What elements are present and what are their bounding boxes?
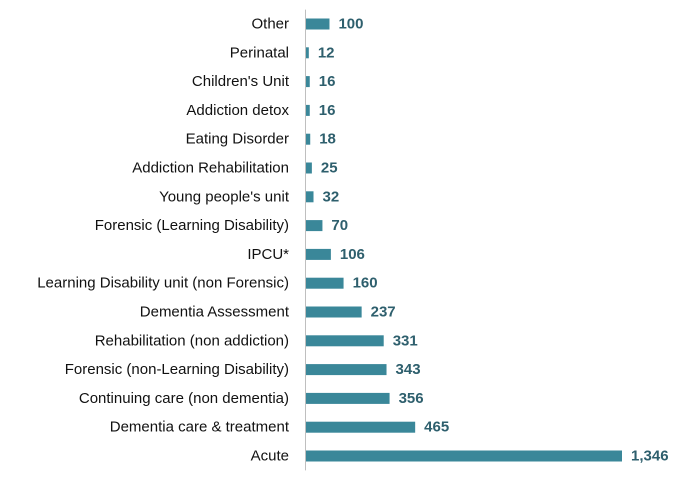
value-label: 70 (331, 217, 348, 234)
category-label: Eating Disorder (186, 131, 289, 148)
bar (306, 162, 312, 174)
category-labels: Other Perinatal Children's Unit Addiction d… (37, 16, 290, 465)
category-label: Young people's unit (159, 188, 290, 205)
bar (306, 450, 622, 462)
category-label: Other (251, 16, 289, 33)
value-label: 18 (319, 131, 336, 148)
value-label: 16 (319, 102, 336, 119)
bar (306, 392, 390, 404)
category-label: Forensic (non-Learning Disability) (65, 361, 289, 378)
value-label: 16 (319, 73, 336, 90)
bar (306, 133, 311, 145)
category-label: Children's Unit (192, 73, 290, 90)
value-label: 237 (371, 304, 396, 321)
category-label: Perinatal (230, 44, 289, 61)
bar (306, 277, 344, 289)
bar (306, 104, 310, 116)
value-label: 160 (353, 275, 378, 292)
value-label: 343 (396, 361, 421, 378)
bar (306, 306, 362, 318)
bar (306, 47, 309, 59)
value-label: 331 (393, 332, 418, 349)
value-label: 106 (340, 246, 365, 263)
category-label: Dementia Assessment (140, 304, 290, 321)
category-label: Continuing care (non dementia) (79, 390, 289, 407)
bar (306, 335, 384, 347)
bar (306, 18, 330, 30)
category-label: Rehabilitation (non addiction) (95, 332, 289, 349)
category-label: Dementia care & treatment (110, 419, 290, 436)
category-label: IPCU* (247, 246, 289, 263)
category-label: Forensic (Learning Disability) (95, 217, 289, 234)
bar (306, 220, 323, 232)
bars (306, 18, 622, 462)
value-label: 100 (338, 16, 363, 33)
category-label: Learning Disability unit (non Forensic) (37, 275, 289, 292)
bar (306, 191, 314, 203)
value-label: 1,346 (631, 448, 669, 465)
value-label: 465 (424, 419, 449, 436)
bar (306, 364, 387, 376)
bar (306, 248, 331, 260)
category-label: Acute (251, 448, 289, 465)
category-label: Addiction detox (186, 102, 289, 119)
value-label: 12 (318, 44, 335, 61)
category-label: Addiction Rehabilitation (132, 160, 289, 177)
bar (306, 421, 416, 433)
value-label: 25 (321, 160, 338, 177)
bar (306, 76, 310, 88)
value-label: 356 (399, 390, 424, 407)
value-label: 32 (323, 188, 340, 205)
